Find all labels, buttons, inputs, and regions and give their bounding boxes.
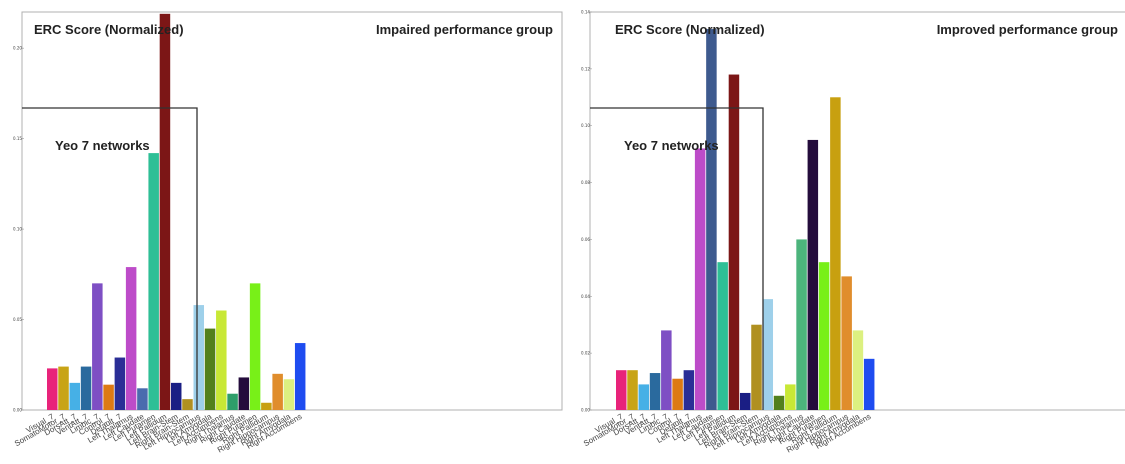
bar-left-thalamus	[125, 267, 137, 410]
y-tick-label: 0.12	[581, 66, 590, 71]
bar-left-hippocampus	[193, 305, 205, 410]
yeo-networks-bracket	[590, 107, 764, 410]
y-tick-label: 0.10	[13, 227, 22, 232]
bar-visual-7	[47, 368, 58, 410]
bar-right-accumbens	[863, 358, 875, 410]
bar-dorsatt-7	[69, 382, 81, 410]
y-tick-label: 0.02	[581, 351, 590, 356]
y-tick-label: 0.10	[581, 123, 590, 128]
group-label: Improved performance group	[937, 22, 1118, 37]
bar-left-accumbens	[216, 310, 227, 410]
bar-right-caudate	[807, 139, 819, 410]
bar-right-caudate	[238, 377, 250, 410]
bar-default-7	[683, 370, 695, 410]
bar-right-amygdala	[852, 330, 864, 410]
bar-limbic-7	[92, 283, 103, 410]
bar-right-thalamus	[796, 239, 807, 410]
bar-left-pallidum	[159, 13, 171, 411]
y-tick-label: 0.00	[581, 408, 590, 413]
chart-title: ERC Score (Normalized)	[615, 22, 765, 37]
bar-left-thalamus	[694, 148, 706, 410]
bar-right-pallidum	[830, 97, 841, 411]
bar-left-hippocampus	[762, 299, 774, 410]
bar-right-putamen	[249, 283, 261, 410]
bar-ventatt-7	[649, 373, 661, 410]
y-tick-label: 0.04	[581, 294, 590, 299]
y-tick-label: 0.06	[581, 237, 590, 242]
bar-somatomotor-7	[627, 370, 638, 410]
bar-somatomotor-7	[58, 366, 69, 410]
bar-left-brain-stem	[739, 392, 751, 410]
yeo-networks-bracket	[22, 107, 198, 410]
bar-left-caudate	[706, 29, 717, 411]
group-label: Impaired performance group	[376, 22, 553, 37]
bar-default-7	[114, 357, 126, 410]
bar-visual-7	[616, 370, 627, 410]
bar-right-amygdala	[283, 379, 295, 410]
y-tick-label: 0.00	[13, 408, 22, 413]
bar-left-caudate	[137, 388, 148, 410]
bar-left-amygdala	[773, 395, 785, 410]
chart-title: ERC Score (Normalized)	[34, 22, 184, 37]
bar-ventatt-7	[80, 366, 92, 410]
bar-left-accumbens	[785, 384, 796, 410]
yeo-networks-label: Yeo 7 networks	[624, 138, 719, 153]
bar-right-brain-stem	[751, 324, 762, 410]
bar-limbic-7	[661, 330, 672, 410]
y-tick-label: 0.08	[581, 180, 590, 185]
axis-frame-1	[21, 11, 563, 411]
y-tick-label: 0.05	[13, 317, 22, 322]
bar-left-pallidum	[728, 74, 740, 411]
bar-right-hippocampus	[272, 373, 283, 410]
bar-right-pallidum	[261, 402, 272, 410]
bar-right-accumbens	[294, 343, 306, 410]
bar-left-putamen	[148, 153, 159, 411]
bar-left-amygdala	[204, 328, 216, 410]
y-tick-label: 0.20	[13, 46, 22, 51]
y-tick-label: 0.14	[581, 10, 590, 15]
y-tick-label: 0.15	[13, 136, 22, 141]
bar-right-thalamus	[227, 393, 238, 410]
bar-control-7	[672, 378, 683, 410]
bar-control-7	[103, 384, 114, 410]
bar-right-brain-stem	[182, 399, 193, 410]
bar-left-brain-stem	[170, 382, 182, 410]
yeo-networks-label: Yeo 7 networks	[55, 138, 150, 153]
bar-right-hippocampus	[841, 276, 852, 410]
bar-dorsatt-7	[638, 384, 650, 410]
bar-right-putamen	[818, 262, 830, 410]
bar-left-putamen	[717, 262, 728, 410]
